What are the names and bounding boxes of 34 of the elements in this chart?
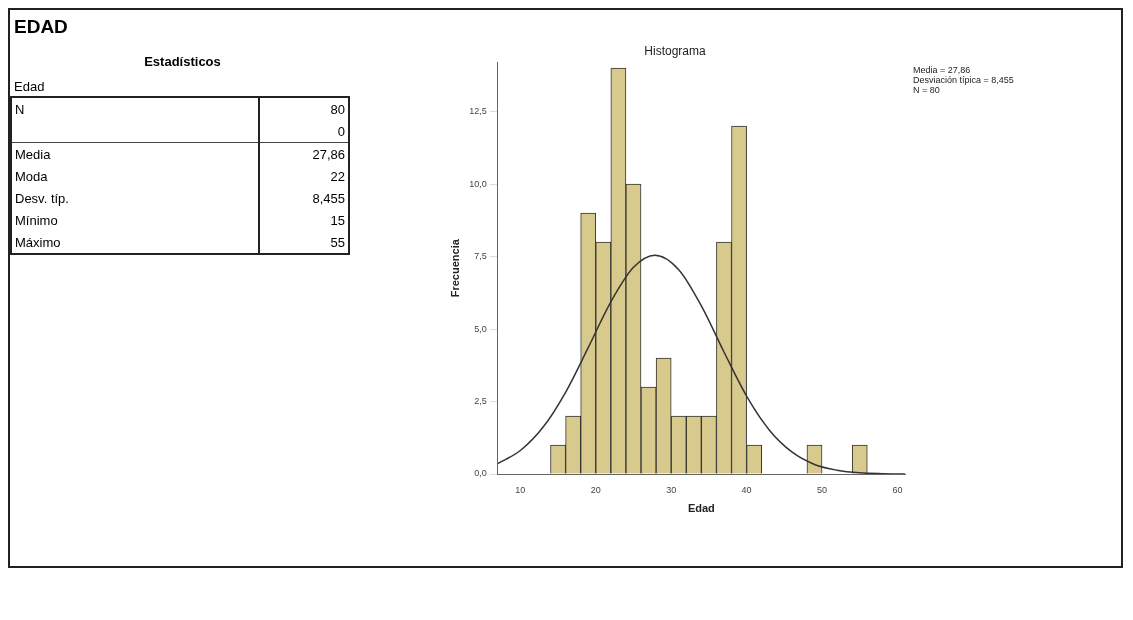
x-tick-label: 10 (515, 484, 526, 495)
text: 55 (259, 231, 349, 254)
x-tick-label: 40 (741, 484, 752, 495)
category-label: Mínimo (11, 209, 259, 231)
y-tick-label: 10,0 (469, 178, 487, 189)
category-label: Desv. típ. (11, 187, 259, 209)
text: Edad (13, 78, 46, 96)
text: EDAD (13, 15, 69, 39)
text: N = 80 (913, 85, 940, 96)
y-tick-label: 7,5 (474, 251, 487, 262)
category-label: Media (11, 142, 259, 165)
text: 80 (259, 97, 349, 120)
y-tick-label: 12,5 (469, 106, 487, 117)
y-tick-label: 2,5 (474, 396, 487, 407)
x-tick-label: 50 (817, 484, 828, 495)
x-tick-label: 30 (666, 484, 677, 495)
text: 27,86 (259, 142, 349, 165)
y-axis-title: Frecuencia (448, 238, 461, 298)
x-tick-label: 60 (892, 484, 903, 495)
category-label: Máximo (11, 231, 259, 254)
text: Media = 27,86 (913, 65, 971, 76)
chart-title: Histograma (644, 43, 706, 58)
text: 8,455 (259, 187, 349, 209)
category-label: N (11, 97, 259, 120)
text: Desviación típica = 8,455 (913, 75, 1014, 86)
y-tick-label: 0,0 (474, 468, 487, 479)
x-axis-title: Edad (687, 502, 715, 515)
x-tick-label: 20 (590, 484, 601, 495)
text: 22 (259, 165, 349, 187)
y-tick-label: 5,0 (474, 323, 487, 334)
text: Estadísticos (143, 54, 222, 69)
text: 0 (259, 120, 349, 143)
text: 15 (259, 209, 349, 231)
category-label: Moda (11, 165, 259, 187)
